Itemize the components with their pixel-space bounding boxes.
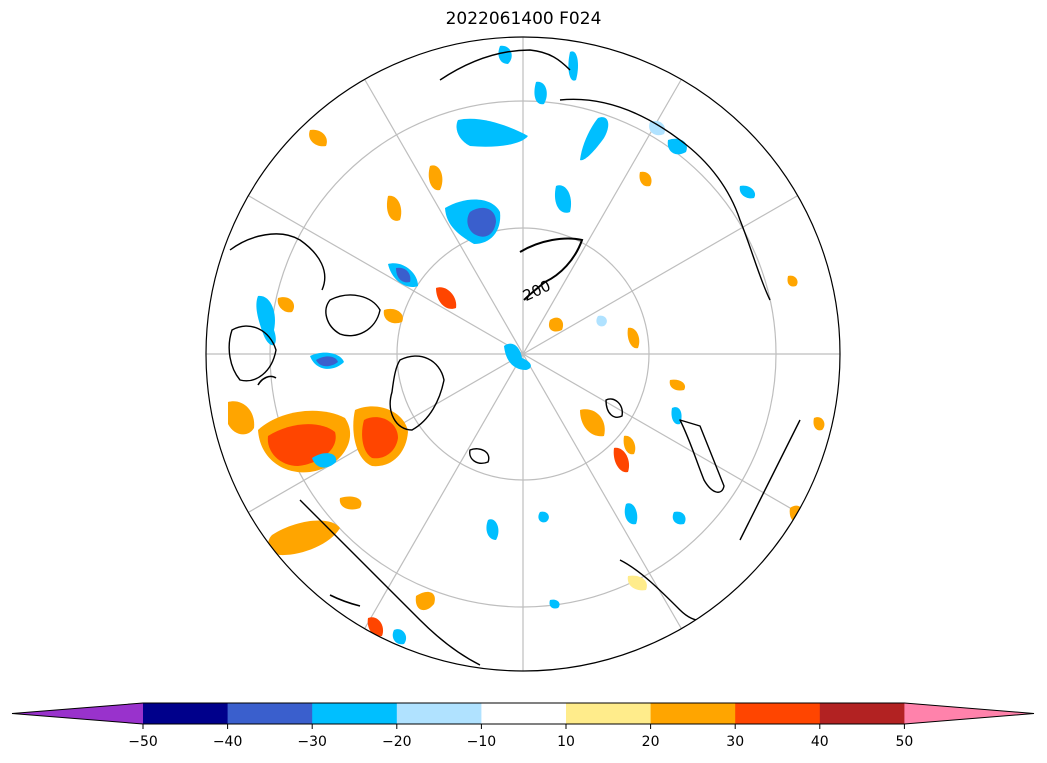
warm-anomaly [580, 409, 605, 437]
greenland-coast [389, 355, 445, 431]
colorbar-tick-label: −40 [213, 734, 243, 750]
contour-line [257, 375, 277, 386]
siberia-coast [559, 98, 771, 301]
map-disc: 200 [206, 37, 840, 671]
cold-anomaly [486, 519, 499, 540]
cold-anomaly [498, 45, 512, 64]
cold-anomaly [649, 120, 666, 136]
cold-anomaly [672, 511, 686, 525]
warm-anomaly [627, 575, 647, 591]
svalbard [605, 398, 623, 418]
warm-anomaly [415, 591, 435, 611]
north-america-coast [299, 499, 481, 666]
map-border [205, 36, 841, 672]
warm-core [367, 617, 384, 637]
warm-core [613, 447, 630, 473]
cold-core [396, 267, 411, 283]
cold-anomaly [671, 407, 682, 425]
colorbar: −50 −40 −30 −20 −10 10 20 30 40 50 [11, 702, 1035, 750]
colorbar-segment [227, 703, 313, 724]
cold-anomaly [312, 453, 337, 468]
cold-anomaly [256, 295, 276, 346]
colorbar-segment [396, 703, 482, 724]
canadian-archipelago [325, 294, 381, 337]
warm-anomaly [623, 435, 636, 455]
eastern-siberia-coast [439, 49, 571, 81]
colorbar-segment [143, 703, 229, 724]
colorbar-tick-label: 40 [811, 734, 829, 750]
contour-line [329, 594, 361, 607]
colorbar-extend-max [904, 703, 1034, 724]
warm-anomaly [339, 496, 362, 510]
colorbar-tick-label: 20 [642, 734, 660, 750]
cold-anomaly [549, 599, 560, 609]
colorbar-segment [312, 703, 398, 724]
cold-anomaly [580, 117, 609, 161]
colorbar-segment [481, 703, 567, 724]
alaska-coast [229, 233, 326, 291]
warm-anomaly [386, 195, 402, 221]
warm-anomaly [428, 165, 443, 191]
europe-coast [739, 419, 801, 541]
cold-anomaly [596, 315, 607, 327]
colorbar-tick-label: −10 [467, 734, 497, 750]
map-title: 2022061400 F024 [445, 9, 602, 29]
warm-core [362, 417, 398, 459]
cold-anomaly [739, 185, 756, 199]
contour-line [519, 237, 584, 301]
graticule [206, 37, 840, 671]
warm-anomaly [639, 171, 652, 187]
warm-anomaly [268, 520, 340, 556]
warm-anomaly [669, 379, 686, 391]
warm-anomaly [277, 297, 295, 313]
cold-anomaly [554, 185, 572, 213]
cold-anomaly [534, 81, 547, 105]
cold-core [467, 207, 496, 237]
warm-anomaly [309, 129, 327, 147]
warm-core [436, 287, 457, 309]
colorbar-segment [566, 703, 652, 724]
warm-anomaly [813, 417, 825, 431]
colorbar-tick-label: 30 [726, 734, 744, 750]
colorbar-extend-min [12, 703, 143, 724]
novaya-zemlya [679, 419, 725, 493]
warm-anomaly [383, 308, 403, 324]
colorbar-segment [819, 703, 905, 724]
cold-anomaly [538, 511, 549, 523]
cold-anomaly [392, 629, 407, 645]
colorbar-tick-label: 50 [895, 734, 913, 750]
cold-anomaly [504, 343, 531, 370]
cold-anomaly [568, 51, 578, 81]
warm-anomaly [228, 401, 255, 435]
hudson-bay-coast [228, 325, 277, 382]
colorbar-segment [650, 703, 736, 724]
colorbar-segment [735, 703, 821, 724]
cold-anomaly [667, 138, 687, 155]
meridian [248, 195, 798, 513]
iceland [469, 448, 490, 464]
warm-anomaly [548, 317, 564, 332]
colorbar-tick-label: 10 [557, 734, 575, 750]
warm-anomaly [787, 275, 798, 287]
cold-anomaly [456, 118, 528, 147]
warm-anomaly [627, 327, 640, 349]
colorbar-tick-label: −30 [297, 734, 327, 750]
cold-core [316, 356, 338, 367]
cold-anomaly [624, 503, 638, 525]
colorbar-tick-label: −50 [128, 734, 158, 750]
colorbar-tick-label: −20 [382, 734, 412, 750]
